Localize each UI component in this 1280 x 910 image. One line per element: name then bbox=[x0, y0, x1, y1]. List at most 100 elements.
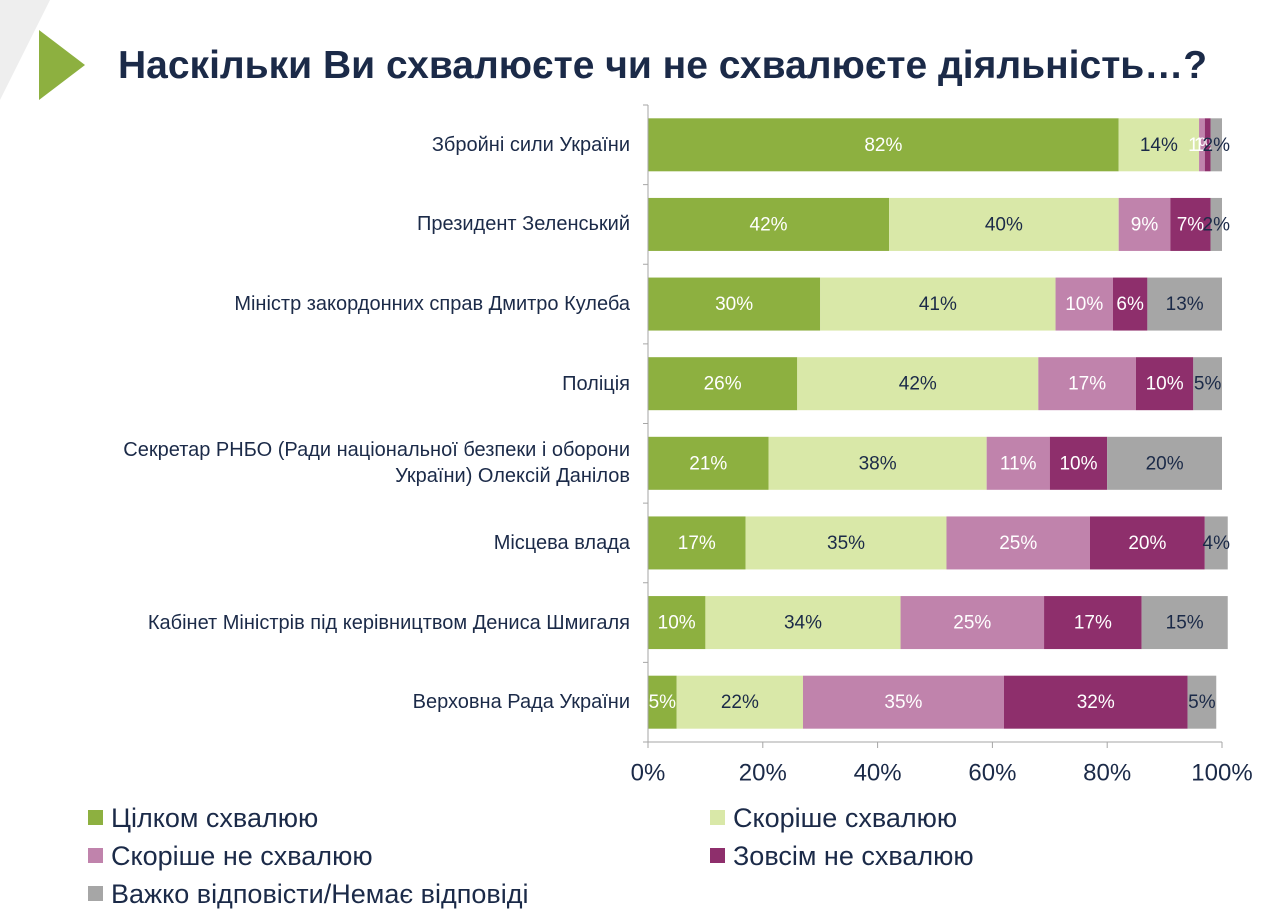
x-tick-label: 100% bbox=[1191, 759, 1252, 786]
bar-segment bbox=[986, 436, 1050, 490]
legend-label: Зовсім не схвалюю bbox=[733, 841, 974, 871]
bar-segment bbox=[1003, 675, 1188, 729]
value-label: 10% bbox=[1059, 453, 1097, 474]
legend-item: Скоріше схвалюю bbox=[710, 803, 957, 834]
value-label: 20% bbox=[1128, 533, 1166, 554]
value-label: 6% bbox=[1116, 294, 1144, 315]
value-label: 82% bbox=[864, 135, 902, 156]
bar-segment bbox=[1135, 357, 1194, 411]
value-label: 42% bbox=[750, 214, 788, 235]
bar-segment bbox=[802, 675, 1004, 729]
legend-label: Цілком схвалюю bbox=[111, 803, 319, 833]
bar-segment bbox=[797, 357, 1039, 411]
value-label: 34% bbox=[784, 613, 822, 634]
bar-segment bbox=[1107, 436, 1222, 490]
bar-segment bbox=[1089, 516, 1205, 570]
bar-segment bbox=[820, 277, 1056, 331]
category-label: Місцева влада bbox=[493, 531, 630, 554]
bar-segment bbox=[900, 596, 1045, 650]
value-label: 35% bbox=[884, 692, 922, 713]
bar-segment bbox=[648, 436, 769, 490]
bar-segment bbox=[705, 596, 901, 650]
value-label: 20% bbox=[1146, 453, 1184, 474]
x-tick-label: 60% bbox=[968, 759, 1016, 786]
bar-segment bbox=[1049, 436, 1108, 490]
value-label: 2% bbox=[1203, 214, 1231, 235]
bar-segment bbox=[1147, 277, 1222, 331]
category-label: Верховна Рада України bbox=[412, 691, 630, 714]
bar-segment bbox=[1044, 596, 1142, 650]
bar-segment bbox=[1055, 277, 1113, 331]
value-label: 25% bbox=[999, 533, 1037, 554]
value-label: 30% bbox=[715, 294, 753, 315]
value-label: 5% bbox=[1188, 692, 1216, 713]
value-label: 32% bbox=[1077, 692, 1115, 713]
value-label: 21% bbox=[689, 453, 727, 474]
value-label: 41% bbox=[919, 294, 957, 315]
bar-segment bbox=[1112, 277, 1148, 331]
title-arrow bbox=[39, 30, 85, 100]
bar-segment bbox=[1210, 197, 1222, 251]
x-tick-label: 20% bbox=[739, 759, 787, 786]
legend-item: Скоріше не схвалюю bbox=[88, 841, 373, 872]
value-label: 15% bbox=[1166, 613, 1204, 634]
value-label: 17% bbox=[1068, 374, 1106, 395]
legend-swatch bbox=[88, 810, 103, 825]
value-label: 9% bbox=[1131, 214, 1159, 235]
x-tick-label: 40% bbox=[854, 759, 902, 786]
x-tick-label: 0% bbox=[631, 759, 666, 786]
value-label: 10% bbox=[658, 613, 696, 634]
category-label: Збройні сили України bbox=[431, 133, 630, 156]
legend-swatch bbox=[710, 810, 725, 825]
value-label: 11% bbox=[1000, 453, 1037, 474]
category-label: Кабінет Міністрів під керівництвом Денис… bbox=[147, 611, 630, 634]
value-label: 38% bbox=[859, 453, 897, 474]
value-label: 10% bbox=[1065, 294, 1103, 315]
x-tick-label: 80% bbox=[1083, 759, 1131, 786]
value-label: 13% bbox=[1166, 294, 1204, 315]
bar-segment bbox=[648, 596, 706, 650]
chart-title: Наскільки Ви схвалюєте чи не схвалюєте д… bbox=[118, 44, 1208, 87]
legend-label: Скоріше не схвалюю bbox=[111, 841, 373, 871]
bar-segment bbox=[648, 197, 890, 251]
bar-segment bbox=[648, 357, 798, 411]
value-label: 5% bbox=[649, 692, 677, 713]
corner-decoration bbox=[0, 0, 50, 100]
value-label: 42% bbox=[899, 374, 937, 395]
legend-swatch bbox=[88, 886, 103, 901]
bar-segment bbox=[1141, 596, 1228, 650]
value-label: 4% bbox=[1203, 533, 1231, 554]
value-label: 2% bbox=[1203, 135, 1231, 156]
bar-segment bbox=[1118, 118, 1200, 172]
bar-segment bbox=[1210, 118, 1222, 172]
bar-segment bbox=[1204, 516, 1228, 570]
value-label: 7% bbox=[1177, 214, 1205, 235]
category-label: Секретар РНБО (Ради національної безпеки… bbox=[123, 439, 630, 488]
bar-segment bbox=[676, 675, 803, 729]
value-label: 26% bbox=[704, 374, 742, 395]
legend-label: Скоріше схвалюю bbox=[733, 803, 958, 833]
bar-segment bbox=[1038, 357, 1136, 411]
value-label: 10% bbox=[1146, 374, 1184, 395]
bar-segment bbox=[1199, 118, 1205, 172]
legend-item: Цілком схвалюю bbox=[88, 803, 318, 834]
value-label: 14% bbox=[1140, 135, 1178, 156]
legend-label: Важко відповісти/Немає відповіді bbox=[111, 879, 529, 909]
bar-segment bbox=[648, 277, 821, 331]
value-label: 17% bbox=[1074, 613, 1112, 634]
bar-segment bbox=[648, 118, 1119, 172]
bar-segment bbox=[648, 675, 677, 729]
legend-item: Зовсім не схвалюю bbox=[710, 841, 974, 872]
value-label: 17% bbox=[678, 533, 716, 554]
bar-segment bbox=[1204, 118, 1211, 172]
bar-segment bbox=[768, 436, 987, 490]
category-label: Міністр закордонних справ Дмитро Кулеба bbox=[234, 293, 630, 316]
value-label: 35% bbox=[827, 533, 865, 554]
category-label: Президент Зеленський bbox=[417, 213, 630, 236]
bar-segment bbox=[1118, 197, 1171, 251]
legend-item: Важко відповісти/Немає відповіді bbox=[88, 879, 528, 910]
value-label: 25% bbox=[953, 613, 991, 634]
value-label: 40% bbox=[985, 214, 1023, 235]
